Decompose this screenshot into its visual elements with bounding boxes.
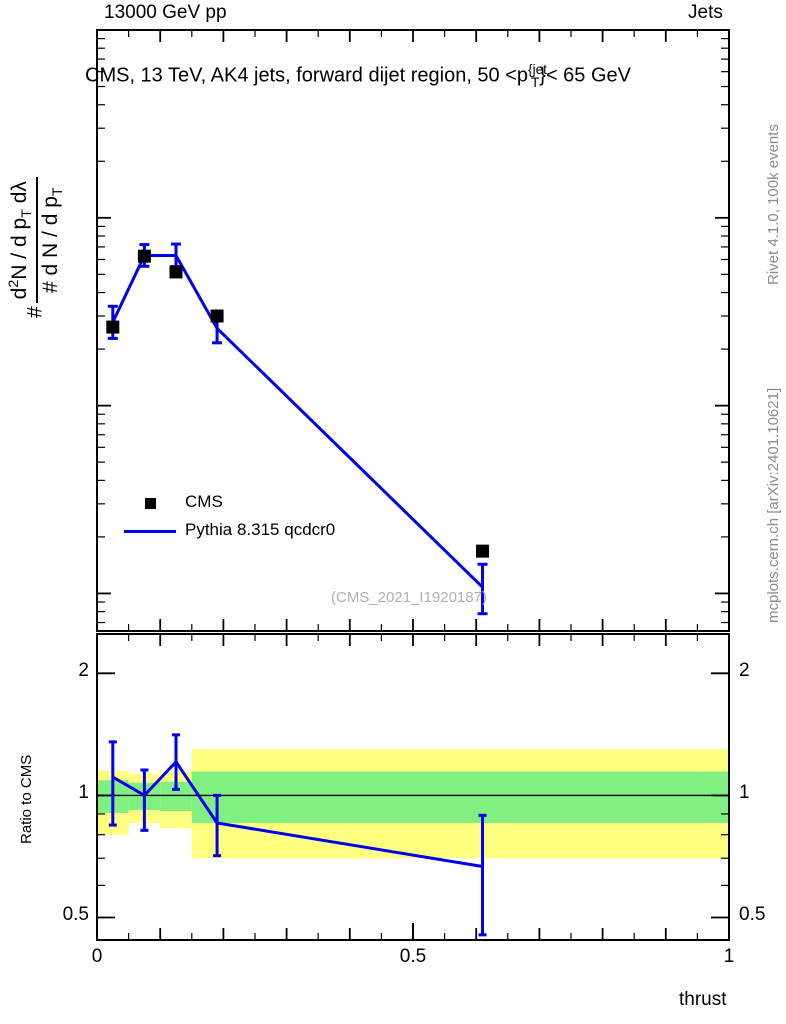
ratio-y-tick-label: 2 — [739, 660, 750, 682]
legend-label-cms: CMS — [185, 492, 223, 511]
ratio-y-tick-label: 0.5 — [62, 904, 89, 926]
plot-title-sub: T — [530, 74, 540, 90]
plot-title-tail: }< 65 GeV — [539, 64, 632, 87]
analysis-id-watermark: (CMS_2021_I1920187) — [331, 589, 487, 606]
header-right-category-label: Jets — [688, 2, 723, 23]
x-tick-label: 1 — [723, 946, 735, 967]
data-marker-cms — [476, 544, 490, 558]
data-marker-cms — [210, 309, 224, 323]
legend-marker-square-icon — [145, 498, 156, 509]
x-axis-title: thrust — [679, 989, 727, 1010]
ratio-y-tick-label: 2 — [78, 660, 89, 682]
ratio-y-tick-label: 0.5 — [739, 904, 766, 926]
legend: CMS Pythia 8.315 qcdcr0 — [124, 492, 400, 550]
legend-marker-line-icon — [124, 530, 176, 533]
data-marker-cms — [169, 265, 183, 279]
legend-label-pythia: Pythia 8.315 qcdcr0 — [185, 520, 336, 539]
ratio-y-tick-label: 1 — [78, 782, 89, 804]
ratio-band-inner — [191, 771, 730, 823]
data-marker-cms — [106, 320, 120, 334]
legend-item-pythia[interactable]: Pythia 8.315 qcdcr0 — [124, 520, 400, 544]
ratio-y-tick-label: 1 — [739, 782, 750, 804]
plot-title-sup: {jet — [528, 62, 547, 77]
data-marker-cms — [137, 249, 151, 263]
plot-title-text: CMS, 13 TeV, AK4 jets, forward dijet reg… — [85, 64, 529, 87]
legend-item-cms[interactable]: CMS — [140, 492, 400, 516]
header-left-beam-label: 13000 GeV pp — [104, 2, 227, 23]
plot-title: CMS, 13 TeV, AK4 jets, forward dijet reg… — [85, 62, 631, 90]
x-tick-label: 0.5 — [399, 946, 427, 967]
x-tick-label: 0 — [91, 946, 103, 967]
